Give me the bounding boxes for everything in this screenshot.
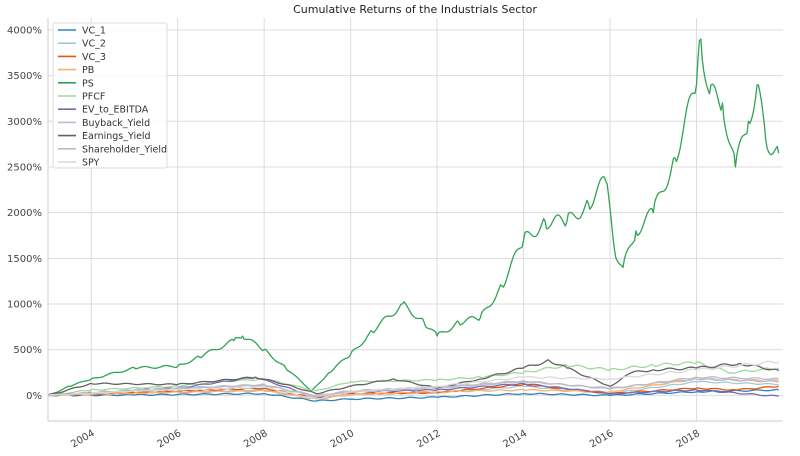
y-tick-label: 1500% xyxy=(7,254,42,265)
series-line-ev-to-ebitda xyxy=(47,376,779,398)
x-tick-label: 2014 xyxy=(502,428,530,450)
series-line-pb xyxy=(47,377,779,400)
legend-label: PFCF xyxy=(82,92,105,103)
y-tick-label: 3500% xyxy=(7,71,42,82)
x-tick-label: 2008 xyxy=(242,428,270,450)
legend-box xyxy=(52,22,168,169)
x-tick-label: 2018 xyxy=(674,428,702,450)
legend-label: EV_to_EBITDA xyxy=(82,105,149,116)
series-line-pfcf xyxy=(47,360,780,397)
legend-label: Earnings_Yield xyxy=(82,131,151,142)
series-line-ps xyxy=(47,38,780,396)
legend-label: PB xyxy=(82,65,94,76)
x-tick-label: 2012 xyxy=(415,428,443,450)
x-tick-label: 2010 xyxy=(329,428,357,450)
y-tick-label: 0% xyxy=(26,391,42,402)
y-tick-label: 2500% xyxy=(7,162,42,173)
y-tick-label: 3000% xyxy=(7,117,42,128)
x-tick-label: 2016 xyxy=(588,428,616,450)
legend-label: VC_2 xyxy=(82,39,106,50)
y-tick-label: 1000% xyxy=(7,300,42,311)
legend-label: VC_3 xyxy=(82,52,106,63)
legend-label: Buyback_Yield xyxy=(82,118,150,129)
y-tick-label: 500% xyxy=(13,345,42,356)
legend-label: SPY xyxy=(82,158,100,169)
x-tick-label: 2006 xyxy=(156,428,184,450)
x-tick-label: 2004 xyxy=(69,428,97,450)
legend-label: PS xyxy=(82,78,94,89)
series-line-spy xyxy=(47,360,780,400)
series-line-vc-1 xyxy=(47,388,779,402)
plot-area xyxy=(48,18,783,421)
y-tick-label: 2000% xyxy=(7,208,42,219)
series-line-earnings-yield xyxy=(47,359,780,396)
legend-label: VC_1 xyxy=(82,26,106,37)
y-tick-label: 4000% xyxy=(7,25,42,36)
chart-title: Cumulative Returns of the Industrials Se… xyxy=(293,3,537,16)
legend-label: Shareholder_Yield xyxy=(82,144,167,155)
